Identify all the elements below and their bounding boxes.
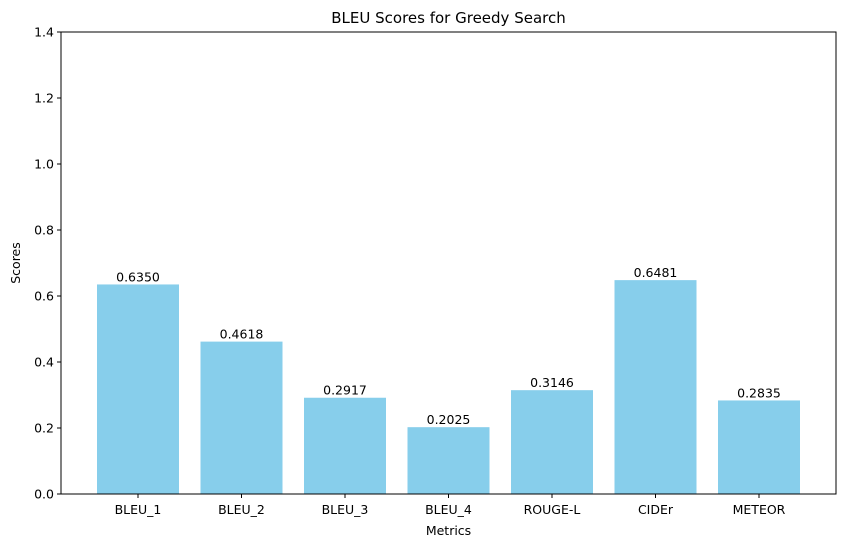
bar-meteor <box>718 400 800 494</box>
x-axis-label: Metrics <box>426 523 471 538</box>
y-axis-ticks: 0.0 0.2 0.4 0.6 0.8 1.0 1.2 1.4 <box>34 25 61 502</box>
y-tick-label: 0.6 <box>34 289 54 304</box>
value-label-bleu_1: 0.6350 <box>116 269 160 284</box>
x-tick-label-bleu_3: BLEU_3 <box>322 502 369 517</box>
value-label-bleu_3: 0.2917 <box>323 383 367 398</box>
y-tick-label: 0.8 <box>34 223 54 238</box>
value-label-meteor: 0.2835 <box>737 385 781 400</box>
bar-bleu_4 <box>407 427 490 494</box>
y-tick-label: 1.0 <box>34 157 54 172</box>
bar-rouge-l <box>511 390 593 494</box>
value-labels-group: 0.6350 0.4618 0.2917 0.2025 0.3146 0.6481 0.28… <box>116 265 781 427</box>
y-axis-label: Scores <box>8 242 23 284</box>
bar-bleu_1 <box>97 284 179 494</box>
bars-group <box>97 280 800 494</box>
x-tick-label-meteor: METEOR <box>733 502 786 517</box>
x-tick-label-cider: CIDEr <box>638 502 674 517</box>
value-label-bleu_4: 0.2025 <box>427 412 471 427</box>
y-tick-label: 1.4 <box>34 25 54 40</box>
x-tick-label-bleu_2: BLEU_2 <box>218 502 265 517</box>
bar-cider <box>614 280 697 494</box>
y-tick-label: 1.2 <box>34 91 54 106</box>
chart-title: BLEU Scores for Greedy Search <box>331 9 565 27</box>
x-tick-label-bleu_1: BLEU_1 <box>115 502 162 517</box>
bar-bleu_2 <box>200 341 283 494</box>
y-tick-label: 0.0 <box>34 487 54 502</box>
value-label-bleu_2: 0.4618 <box>220 327 264 342</box>
bar-bleu_3 <box>304 397 386 494</box>
value-label-rouge-l: 0.3146 <box>530 375 574 390</box>
value-label-cider: 0.6481 <box>634 265 678 280</box>
x-tick-label-rouge-l: ROUGE-L <box>524 502 581 517</box>
y-tick-label: 0.2 <box>34 421 54 436</box>
x-tick-label-bleu_4: BLEU_4 <box>425 502 472 517</box>
x-axis-ticks: BLEU_1 BLEU_2 BLEU_3 BLEU_4 ROUGE-L CIDEr METE… <box>115 494 786 517</box>
y-tick-label: 0.4 <box>34 355 54 370</box>
